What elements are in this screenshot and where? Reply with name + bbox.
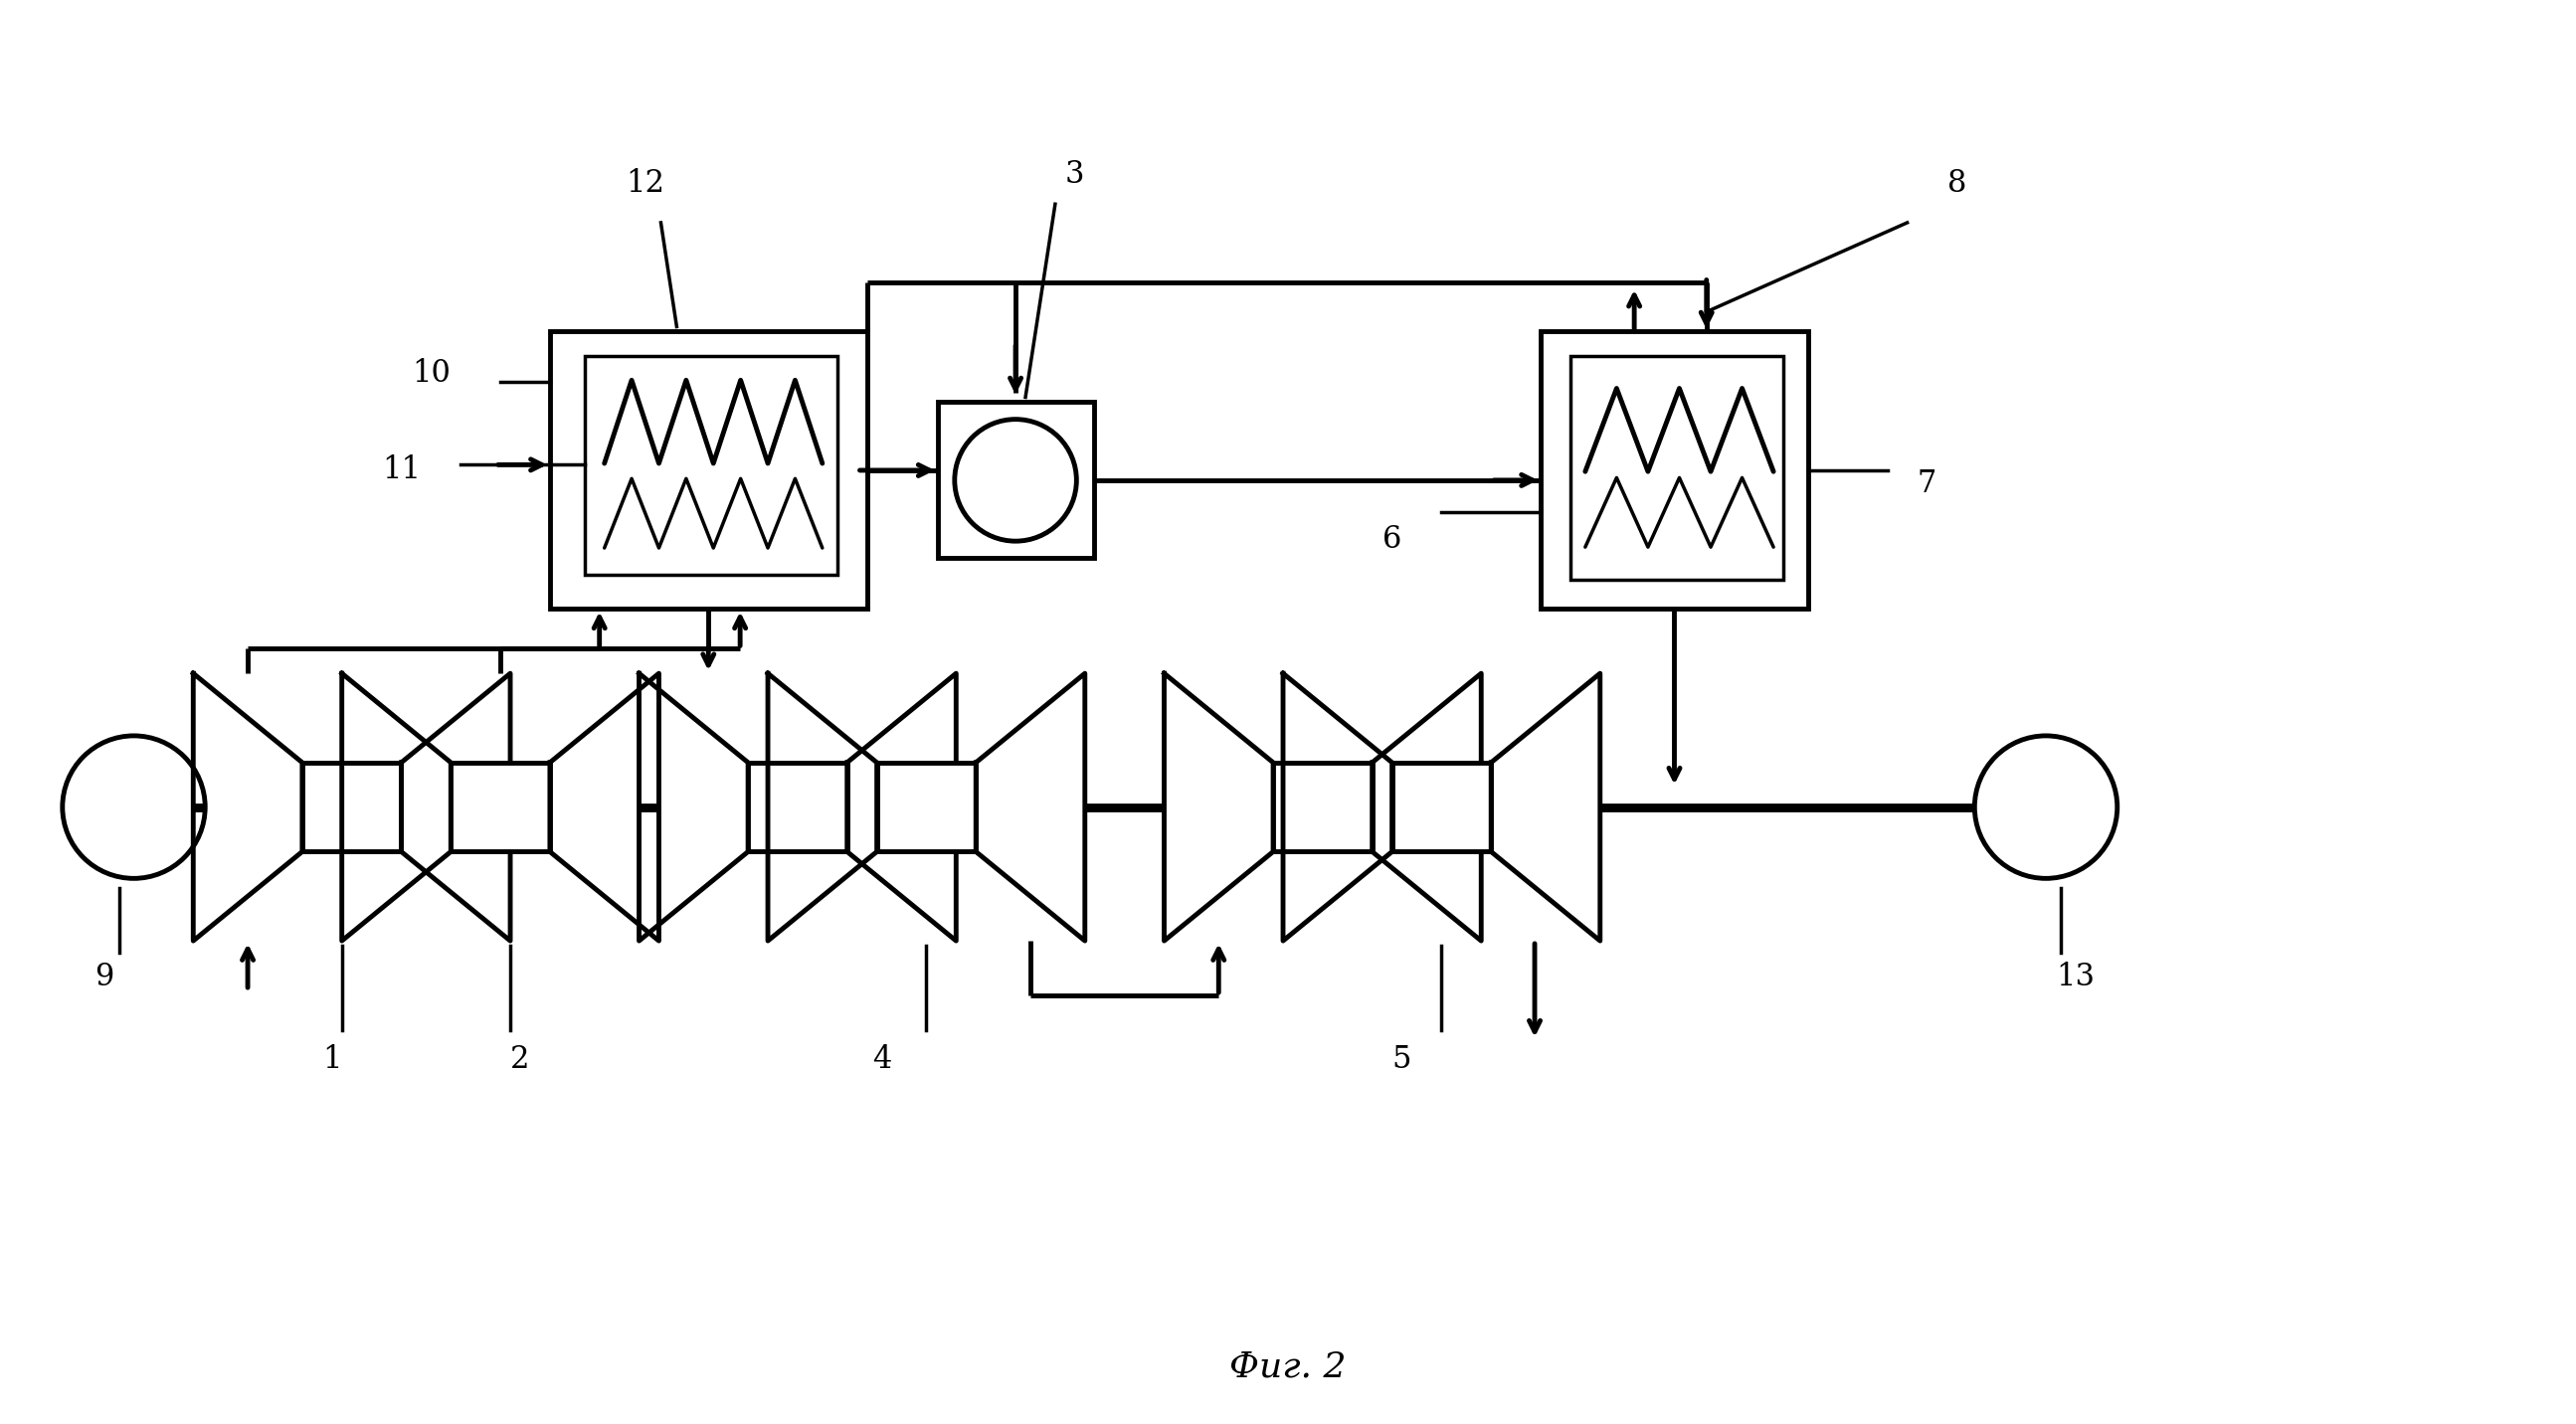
Bar bbox=[938, 402, 1095, 558]
Bar bbox=[1540, 332, 1808, 609]
Bar bbox=[301, 762, 402, 852]
Text: 8: 8 bbox=[1947, 168, 1965, 198]
Bar bbox=[1391, 762, 1492, 852]
Text: 12: 12 bbox=[626, 168, 665, 198]
Bar bbox=[747, 762, 848, 852]
Text: 5: 5 bbox=[1391, 1044, 1412, 1075]
Text: 1: 1 bbox=[322, 1044, 343, 1075]
Text: 11: 11 bbox=[381, 454, 420, 486]
Text: 10: 10 bbox=[412, 357, 451, 389]
Bar bbox=[451, 762, 549, 852]
Text: Фиг. 2: Фиг. 2 bbox=[1229, 1350, 1347, 1384]
Bar bbox=[585, 356, 837, 574]
Text: 4: 4 bbox=[873, 1044, 891, 1075]
Text: 3: 3 bbox=[1066, 159, 1084, 189]
Text: 7: 7 bbox=[1917, 468, 1937, 500]
Bar bbox=[876, 762, 976, 852]
Text: 2: 2 bbox=[510, 1044, 531, 1075]
Text: 9: 9 bbox=[95, 963, 113, 993]
Text: 13: 13 bbox=[2056, 963, 2094, 993]
Bar bbox=[1571, 356, 1783, 580]
Bar bbox=[1273, 762, 1373, 852]
Text: 6: 6 bbox=[1383, 524, 1401, 555]
Bar bbox=[549, 332, 868, 609]
